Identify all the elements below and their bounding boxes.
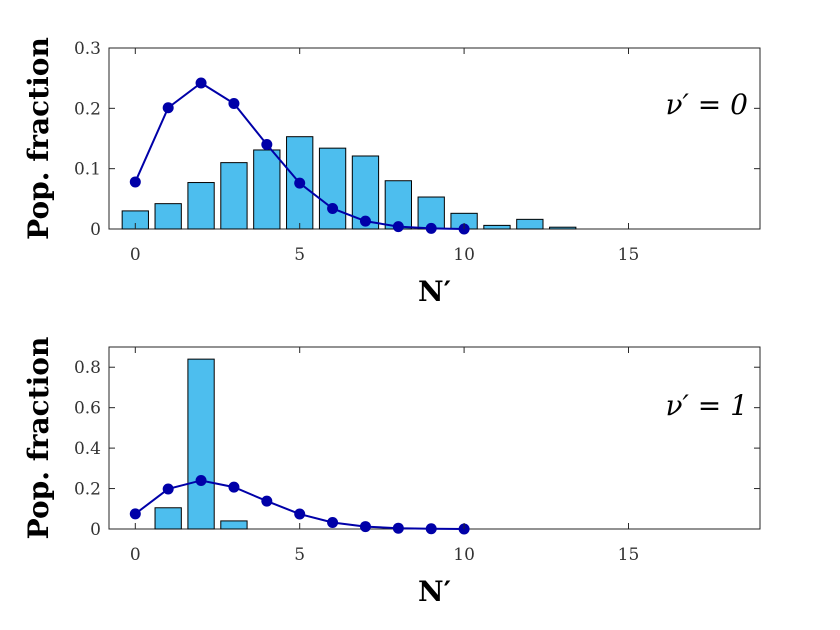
chart-panel-top: 0 5 10 15 0 0.1 0.2 0.3 N′ Pop. fraction ν′ = 0: [22, 37, 761, 308]
data-point: [392, 221, 404, 233]
x-axis-label: N′: [418, 575, 451, 608]
bar: [253, 149, 281, 230]
bar: [549, 226, 577, 230]
data-point: [392, 522, 404, 534]
data-point: [162, 483, 174, 495]
data-point: [425, 523, 437, 535]
data-point: [195, 474, 207, 486]
y-tick-label: 0.3: [74, 39, 101, 59]
x-tick-label: 15: [618, 245, 640, 265]
chart-panel-bottom: 0 5 10 15 0 0.2 0.4 0.6 0.8 N′ Pop. fraction ν′ = 1: [22, 337, 761, 608]
x-tick-label: 10: [453, 245, 475, 265]
x-tick-label: 0: [130, 245, 141, 265]
data-point: [129, 176, 141, 188]
y-tick-label: 0.2: [74, 99, 101, 119]
data-point: [294, 177, 306, 189]
bar: [220, 520, 248, 530]
data-point: [261, 139, 273, 151]
x-axis-label: N′: [418, 275, 451, 308]
x-tick-label: 10: [453, 545, 475, 565]
data-point: [129, 508, 141, 520]
annotation-label: ν′ = 1: [666, 389, 748, 422]
data-point: [327, 517, 339, 529]
bar: [220, 162, 248, 230]
data-point: [162, 102, 174, 114]
bar: [154, 203, 182, 230]
bar: [154, 507, 182, 530]
y-tick-label: 0.8: [74, 358, 101, 378]
x-tick-label: 0: [130, 545, 141, 565]
x-tick-label: 5: [294, 245, 305, 265]
data-point: [228, 98, 240, 110]
y-axis-label: Pop. fraction: [22, 37, 55, 240]
y-axis-label: Pop. fraction: [22, 337, 55, 540]
bar: [187, 358, 215, 530]
y-tick-label: 0.1: [74, 160, 101, 180]
data-point: [327, 202, 339, 214]
y-tick-label: 0.6: [74, 399, 101, 419]
bar: [187, 182, 215, 230]
data-point: [425, 222, 437, 234]
y-tick-label: 0: [90, 220, 101, 240]
bar: [483, 224, 511, 230]
bar: [516, 218, 544, 230]
x-tick-label: 15: [618, 545, 640, 565]
bar: [318, 147, 347, 230]
x-tick-label: 5: [294, 545, 305, 565]
y-tick-label: 0.4: [74, 439, 101, 459]
data-point: [195, 77, 207, 89]
data-point: [359, 215, 371, 227]
annotation-label: ν′ = 0: [666, 88, 748, 121]
data-point: [294, 508, 306, 520]
data-point: [261, 495, 273, 507]
data-point: [228, 481, 240, 493]
y-tick-label: 0.2: [74, 480, 101, 500]
data-point: [359, 521, 371, 533]
y-tick-label: 0: [90, 520, 101, 540]
